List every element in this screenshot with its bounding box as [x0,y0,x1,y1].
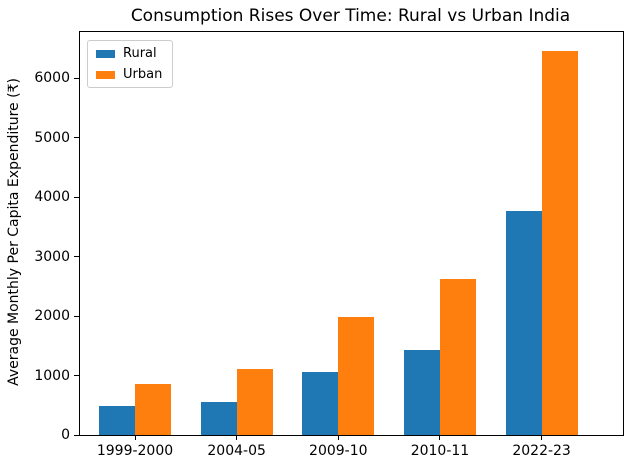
legend-item-rural: Rural [96,46,162,61]
bar-rural-2010-11 [403,350,440,435]
y-axis-tick-label: 3000 [34,248,70,265]
legend-swatch-rural [96,49,115,58]
y-axis-tick-mark [74,434,79,436]
x-axis-tick-mark [236,435,238,440]
x-axis-tick-label: 2010-11 [410,443,470,459]
y-axis-tick-mark [74,77,79,79]
y-axis-tick-label: 6000 [34,70,70,87]
x-axis-tick-mark [541,435,543,440]
bar-rural-1999-2000 [99,406,135,435]
y-axis-tick-label: 1000 [34,367,70,384]
y-axis-tick-label: 5000 [34,129,70,146]
legend-item-urban: Urban [96,67,162,82]
x-axis-tick-label: 1999-2000 [96,443,174,459]
bar-rural-2004-05 [200,401,237,435]
y-axis-tick-label: 4000 [34,189,70,206]
x-axis-tick-mark [439,435,441,440]
x-axis-tick-mark [337,435,339,440]
bar-rural-2022-23 [505,210,542,435]
x-axis-tick-label: 2022-23 [512,443,571,459]
y-axis-tick-mark [74,196,79,198]
y-axis-tick-label: 0 [61,427,70,443]
x-axis-tick-mark [134,435,136,440]
bar-urban-1999-2000 [135,384,171,435]
chart-title: Consumption Rises Over Time: Rural vs Ur… [130,6,571,26]
x-axis-tick-label: 2004-05 [207,443,266,459]
plot-area: Rural Urban 0 1000 2000 3000 4000 5000 6000 199… [34,31,624,459]
bar-urban-2022-23 [541,51,578,435]
bar-urban-2009-10 [338,317,375,435]
y-axis-tick-mark [74,256,79,258]
legend-label-urban: Urban [123,67,163,82]
y-axis-tick-mark [74,137,79,139]
legend-swatch-urban [96,70,115,79]
bar-urban-2010-11 [439,278,476,435]
bar-urban-2004-05 [236,369,273,435]
x-axis-tick-label: 2009-10 [309,443,368,459]
y-axis-tick-mark [74,315,79,317]
y-axis-tick-mark [74,375,79,377]
bar-rural-2009-10 [302,372,339,435]
y-axis-label: Average Monthly Per Capita Expenditure (… [6,78,22,386]
y-axis-tick-label: 2000 [34,308,70,325]
legend: Rural Urban [87,40,174,88]
legend-label-rural: Rural [123,46,157,61]
